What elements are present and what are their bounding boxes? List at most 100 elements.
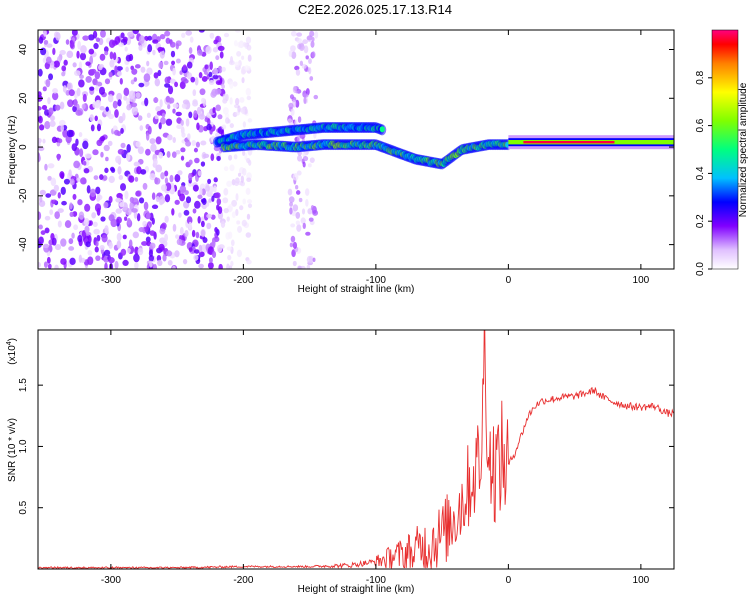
noise-blob [83, 168, 90, 174]
sparse-blob [229, 123, 234, 129]
noise-blob [52, 88, 58, 94]
sparse-blob [227, 254, 232, 261]
noise-blob [155, 164, 163, 173]
sparse-blob [229, 164, 235, 172]
noise-blob [172, 108, 176, 114]
sparse-blob [226, 216, 230, 222]
noise-blob [135, 140, 141, 148]
noise-blob [55, 31, 61, 41]
noise-blob [152, 263, 158, 269]
sparse-blob [297, 134, 301, 143]
noise-blob [38, 115, 43, 124]
noise-blob [90, 124, 95, 132]
noise-blob [38, 236, 44, 245]
noise-blob [96, 123, 102, 132]
noise-blob [71, 30, 78, 36]
noise-blob [160, 172, 165, 180]
noise-blob [112, 100, 118, 109]
noise-blob [117, 148, 125, 155]
noise-blob [217, 45, 225, 51]
noise-blob [200, 229, 206, 237]
noise-blob [206, 123, 212, 131]
sparse-blob [295, 211, 301, 219]
noise-blob [204, 185, 210, 192]
noise-blob [71, 232, 75, 239]
snr-frame [37, 329, 675, 570]
page-title: C2E2.2026.025.17.13.R14 [298, 2, 452, 17]
noise-blob [147, 35, 153, 41]
noise-blob [185, 140, 192, 147]
noise-blob [108, 241, 113, 249]
sparse-blob [229, 81, 234, 89]
noise-blob [201, 197, 207, 206]
noise-blob [164, 233, 169, 242]
noise-blob [84, 203, 91, 212]
noise-blob [87, 249, 93, 256]
sparse-blob [295, 184, 299, 190]
noise-blob [100, 151, 104, 158]
noise-blob [139, 125, 144, 131]
noise-blob [72, 62, 77, 68]
noise-blob [193, 254, 199, 261]
sparse-blob [240, 68, 246, 75]
noise-blob [62, 85, 67, 93]
noise-blob [85, 241, 91, 248]
noise-blob [65, 39, 70, 45]
noise-blob [117, 99, 122, 107]
noise-blob [69, 202, 73, 210]
sparse-blob [225, 117, 230, 124]
noise-blob [215, 104, 222, 112]
noise-blob [146, 60, 150, 67]
noise-blob [137, 115, 143, 121]
noise-blob [39, 124, 45, 131]
noise-blob [98, 86, 106, 95]
noise-blob [159, 99, 163, 108]
noise-blob [78, 132, 83, 138]
noise-blob [38, 106, 42, 111]
noise-blob [138, 35, 145, 44]
colorbar-tick-label: 0.8 [695, 70, 706, 84]
noise-blob [68, 238, 74, 245]
sparse-blob [222, 107, 229, 115]
noise-blob [70, 178, 75, 186]
noise-blob [213, 177, 218, 183]
noise-blob [214, 88, 222, 95]
snr-y-ticks: 0.5 1.0 1.5 [18, 378, 674, 515]
sparse-blob [247, 118, 253, 123]
sparse-blob [288, 196, 295, 203]
noise-blob [99, 105, 105, 111]
noise-blob [77, 40, 82, 50]
noise-blob [185, 196, 192, 204]
noise-blob [126, 247, 131, 254]
noise-blob [213, 67, 219, 76]
sparse-blob [306, 255, 313, 264]
noise-blob [140, 66, 146, 73]
sparse-blob [300, 217, 306, 224]
sparse-blob [237, 172, 242, 177]
noise-blob [114, 36, 121, 45]
noise-blob [52, 91, 59, 101]
noise-blob [182, 259, 188, 265]
noise-blob [123, 95, 128, 101]
noise-blob [132, 231, 140, 239]
noise-blob [60, 258, 67, 265]
spectrogram-y-tick-label: -20 [18, 188, 29, 203]
noise-blob [54, 211, 60, 219]
noise-blob [207, 118, 211, 126]
noise-blob [216, 244, 223, 253]
noise-blob [198, 244, 203, 253]
noise-blob [167, 260, 173, 266]
snr-plot: -300 -200 -100 0 100 0.5 1.0 1.5 Height of str… [6, 329, 675, 595]
sparse-blob [302, 39, 308, 45]
sparse-blob [237, 41, 243, 48]
noise-blob [214, 192, 221, 199]
colorbar-ticks: 0.0 0.2 0.4 0.6 0.8 [695, 70, 712, 276]
sparse-blob [222, 93, 227, 101]
noise-blob [147, 44, 153, 53]
sparse-blob [309, 30, 315, 37]
colorbar-label: Normalized spectral amplitude [738, 82, 749, 217]
noise-blob [124, 216, 128, 221]
snr-x-tick-label: 0 [506, 575, 512, 586]
noise-blob [193, 249, 200, 254]
sparse-blob [289, 201, 293, 207]
